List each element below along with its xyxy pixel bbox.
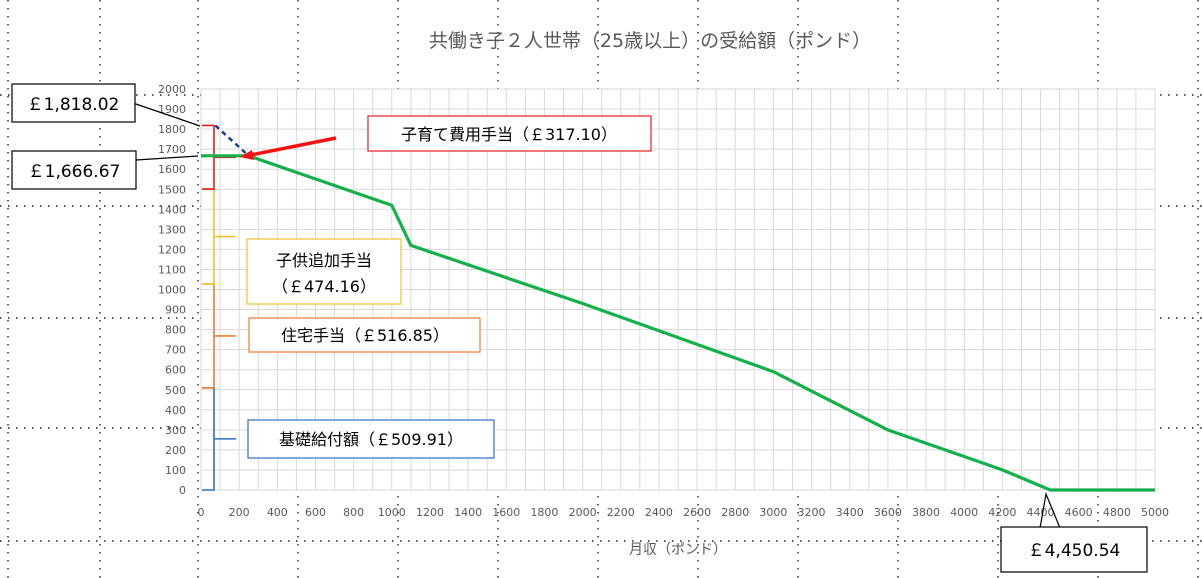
childcare-label: 子育て費用手当（￡317.10）	[367, 115, 652, 152]
x-tick-label: 1200	[416, 506, 444, 519]
housing-label: 住宅手当（￡516.85）	[248, 317, 481, 353]
x-tick-label: 1400	[454, 506, 482, 519]
standard-allowance-label-box	[247, 419, 495, 459]
callout-zero: ￡4,450.54	[1000, 491, 1148, 573]
y-tick-label: 500	[165, 384, 186, 397]
x-tick-label: 4400	[1027, 506, 1055, 519]
y-tick-label: 900	[165, 304, 186, 317]
y-tick-label: 700	[165, 344, 186, 357]
y-tick-label: 2000	[158, 83, 186, 96]
y-tick-label: 1400	[158, 203, 186, 216]
standard-allowance-label: 基礎給付額（￡509.91）	[247, 419, 495, 459]
x-tick-label: 3400	[836, 506, 864, 519]
standard-allowance-label-text: 基礎給付額（￡509.91）	[279, 430, 463, 449]
y-tick-label: 200	[165, 444, 186, 457]
childcare-arrow-head	[240, 150, 254, 160]
y-tick-label: 1600	[158, 163, 186, 176]
x-tick-label: 2000	[569, 506, 597, 519]
y-tick-label: 100	[165, 464, 186, 477]
x-tick-label: 1800	[530, 506, 558, 519]
x-tick-label: 600	[305, 506, 326, 519]
callout-max-text: ￡1,818.02	[27, 95, 120, 115]
child-element-label-line1: 子供追加手当	[276, 251, 372, 270]
childcare-label-box	[367, 115, 652, 152]
x-tick-label: 4000	[950, 506, 978, 519]
x-tick-label: 1000	[378, 506, 406, 519]
x-tick-label: 5000	[1141, 506, 1169, 519]
child-element-label-box	[246, 238, 402, 305]
callout-zero-leader	[1039, 491, 1061, 529]
y-tick-label: 1900	[158, 103, 186, 116]
series-layer	[201, 124, 1155, 492]
x-tick-label: 2800	[721, 506, 749, 519]
x-tick-label: 4200	[988, 506, 1016, 519]
y-tick-label: 1300	[158, 223, 186, 236]
child-element-label: 子供追加手当 （￡474.16）	[246, 238, 402, 305]
x-tick-label: 800	[343, 506, 364, 519]
y-tick-label: 0	[179, 484, 186, 497]
callout-flat-box	[11, 150, 137, 190]
x-tick-label: 2200	[607, 506, 635, 519]
x-tick-label: 400	[267, 506, 288, 519]
childcare-arrow-shaft	[250, 136, 337, 157]
x-axis-label: 月収（ポンド）	[629, 542, 727, 558]
series-line-1	[214, 124, 250, 157]
x-axis: 0 200 400 600 800 1000 1200 1400 1600 1800 2000 220…	[198, 506, 1170, 519]
callout-flat-text: ￡1,666.67	[28, 162, 121, 182]
callout-flat-leader	[135, 155, 199, 161]
x-tick-label: 3800	[912, 506, 940, 519]
callout-zero-box	[1000, 526, 1148, 573]
y-tick-label: 1100	[158, 263, 186, 276]
x-tick-label: 3000	[759, 506, 787, 519]
y-tick-label: 400	[165, 404, 186, 417]
housing-label-text: 住宅手当（￡516.85）	[281, 326, 449, 345]
callout-flat: ￡1,666.67	[11, 150, 199, 190]
x-tick-label: 4800	[1103, 506, 1131, 519]
housing-label-box	[248, 317, 481, 353]
callout-max: ￡1,818.02	[11, 83, 201, 127]
callout-zero-text: ￡4,450.54	[1028, 541, 1121, 561]
x-tick-label: 200	[229, 506, 250, 519]
x-tick-label: 0	[198, 506, 205, 519]
callout-max-box	[11, 83, 136, 123]
y-tick-label: 1800	[158, 123, 186, 136]
chart-title: 共働き子２人世帯（25歳以上）の受給額（ポンド）	[429, 30, 871, 52]
x-tick-label: 3200	[798, 506, 826, 519]
x-tick-label: 1600	[492, 506, 520, 519]
y-tick-label: 1700	[158, 143, 186, 156]
y-tick-label: 1200	[158, 243, 186, 256]
callout-max-leader	[132, 102, 201, 127]
x-tick-label: 2600	[683, 506, 711, 519]
y-tick-label: 1000	[158, 284, 186, 297]
x-tick-label: 4600	[1065, 506, 1093, 519]
series-line-0	[201, 154, 1155, 492]
y-tick-label: 600	[165, 364, 186, 377]
x-tick-label: 2400	[645, 506, 673, 519]
childcare-label-text: 子育て費用手当（￡317.10）	[401, 125, 617, 144]
y-axis: 0 100 200 300 400 500 600 700 800 900 1000 1100 1200…	[158, 83, 186, 497]
childcare-arrow	[240, 136, 337, 160]
y-tick-label: 1500	[158, 183, 186, 196]
child-element-label-line2: （￡474.16）	[272, 277, 376, 296]
x-tick-label: 3600	[874, 506, 902, 519]
y-tick-label: 300	[165, 424, 186, 437]
y-tick-label: 800	[165, 324, 186, 337]
